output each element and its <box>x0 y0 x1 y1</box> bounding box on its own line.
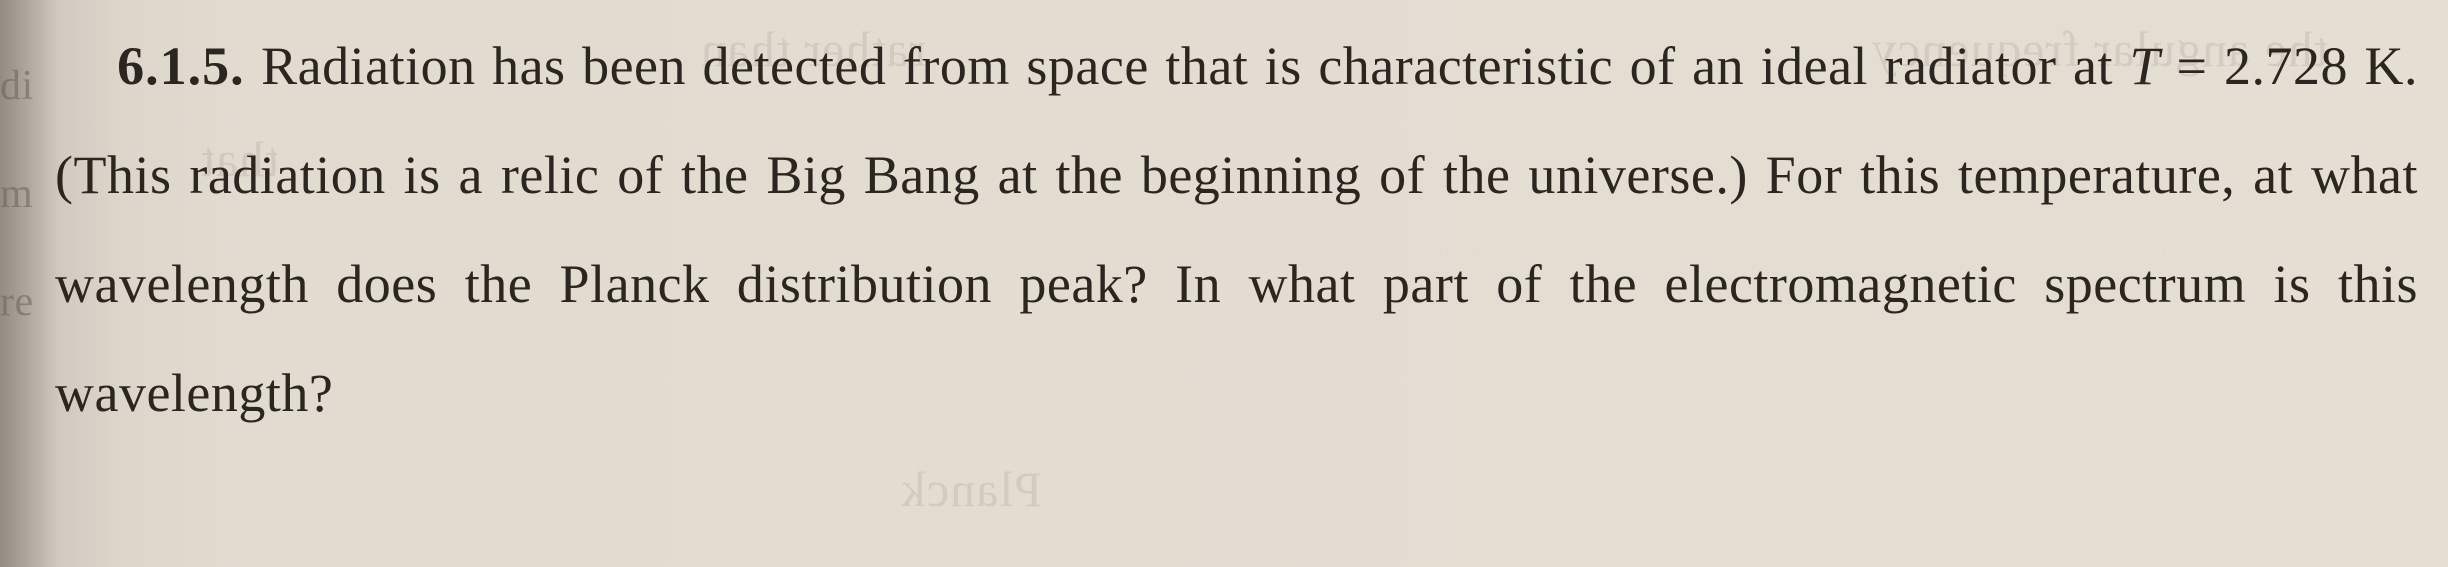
problem-text-part2: (This radiation is a relic of the Big Ba… <box>55 145 2418 423</box>
equals-sign: = <box>2160 36 2224 96</box>
temperature-value: 2.728 K. <box>2224 36 2418 96</box>
margin-fragment: di <box>0 62 34 110</box>
problem-text-part1: Radiation has been detected from space t… <box>261 36 2129 96</box>
problem-paragraph: 6.1.5. Radiation has been detected from … <box>55 12 2418 448</box>
margin-fragment: m <box>0 170 33 218</box>
variable-T: T <box>2129 36 2160 96</box>
showthrough-text: Planck <box>900 460 1042 518</box>
margin-fragment: re <box>0 278 34 326</box>
problem-number: 6.1.5. <box>117 36 245 96</box>
